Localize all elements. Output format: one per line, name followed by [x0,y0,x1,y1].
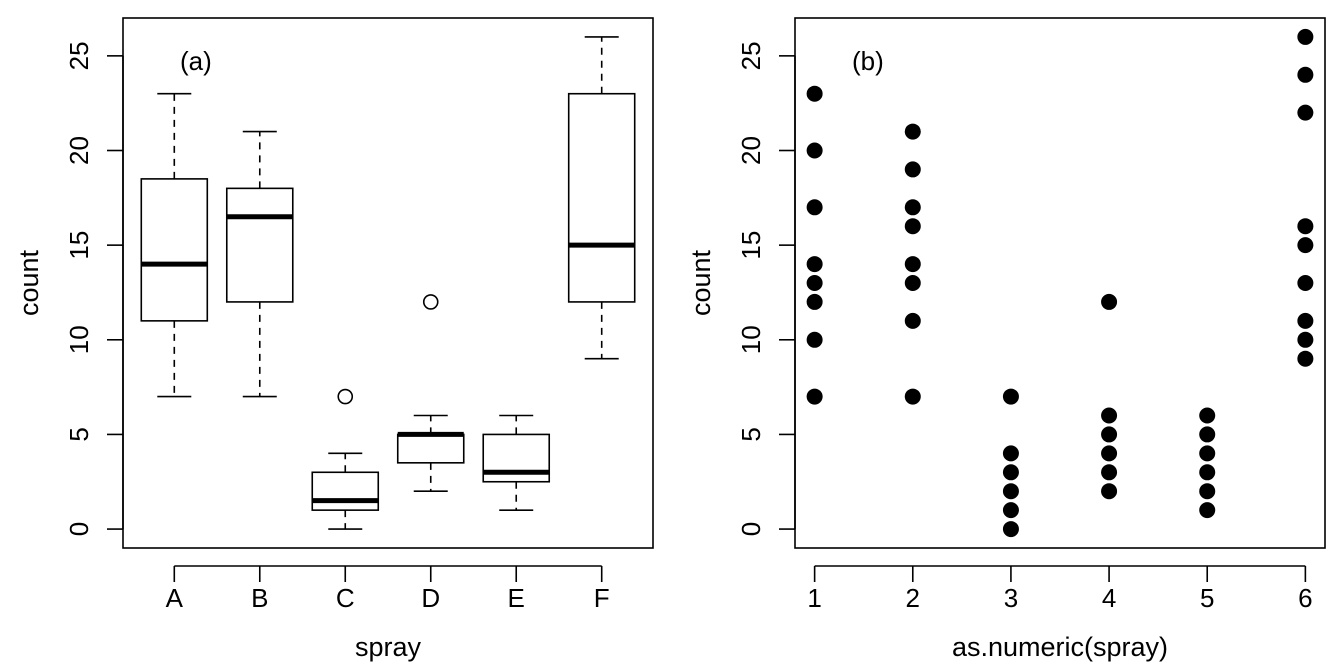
panel-b-y-axis-label: count [686,249,716,316]
scatter-point [1199,483,1216,500]
scatter-point [806,331,823,348]
panel-b-y-tick-label: 10 [736,325,766,354]
scatter-point [1101,293,1118,310]
scatter-point [1199,426,1216,443]
box-body [567,92,636,303]
scatter-point [1101,407,1118,424]
scatter-point [1199,445,1216,462]
scatter-point [904,256,921,273]
box-body [140,178,209,322]
box-E [482,414,551,511]
panel-a-y-tick-label: 20 [64,136,94,165]
scatter-point [1002,483,1019,500]
panel-a-label: (a) [180,46,212,76]
scatter-point [1002,464,1019,481]
panel-b-x-axis-label: as.numeric(spray) [952,632,1168,662]
scatter-point [1297,275,1314,291]
scatter-point [1199,502,1216,519]
scatter-point [1002,502,1019,519]
panel-a-y-tick-label: 25 [64,41,94,70]
scatter-point [1002,521,1019,538]
box-outlier [337,388,354,405]
panel-b-x-tick-label: 5 [1200,583,1214,613]
panel-b-x-tick-label: 6 [1298,583,1312,613]
scatter-point [806,388,823,405]
scatter-point [904,123,921,140]
panel-a-x-tick-label: B [251,583,268,613]
panel-a-y-tick-label: 10 [64,325,94,354]
box-body [225,187,294,303]
panel-b-y-tick-label: 15 [736,231,766,260]
box-D [396,294,465,493]
scatter-point [904,275,921,291]
box-A [140,92,209,398]
scatter-point [1297,104,1314,121]
box-B [225,130,294,398]
panel-b-y-tick-label: 0 [736,522,766,536]
scatter-point [904,199,921,216]
panel-a-x-axis-label: spray [355,632,422,662]
scatter-point [904,312,921,329]
scatter-point [806,293,823,310]
scatter-point [1002,388,1019,405]
scatter-point [1199,464,1216,481]
panel-b-label: (b) [852,46,884,76]
panel-b-x-axis: 1 2 3 4 5 6 [807,565,1313,613]
scatter-point [1101,483,1118,500]
panel-b-x-tick-label: 1 [807,583,821,613]
scatter-point [1297,331,1314,348]
panel-a-x-tick-label: A [166,583,184,613]
scatter-point [904,388,921,405]
panel-a-x-tick-label: E [508,583,525,613]
box-outlier [422,294,439,310]
panel-a-y-axis-label: count [14,249,44,316]
panel-b-x-tick-label: 2 [906,583,920,613]
panel-b-x-tick-label: 4 [1102,583,1116,613]
panel-a-y-tick-label: 15 [64,231,94,260]
scatter-point [1101,426,1118,443]
panel-b-plot-frame [794,17,1326,549]
box-C [311,388,380,530]
scatter-point [1297,218,1314,235]
panel-a-x-tick-label: C [336,583,355,613]
panel-b-y-axis: 0 5 10 15 20 25 [736,41,796,536]
scatter-point [1297,312,1314,329]
scatter-point [1297,66,1314,83]
panel-b-y-tick-label: 5 [736,427,766,441]
scatter-point [1297,350,1314,367]
panel-a-x-axis: A B C D E F [166,565,610,613]
panel-a-y-tick-label: 5 [64,427,94,441]
panel-b-y-tick-label: 25 [736,41,766,70]
panel-b-x-tick-label: 3 [1004,583,1018,613]
panel-a-y-axis: 0 5 10 15 20 25 [64,41,124,536]
panel-b-points [806,28,1314,538]
box-body [396,433,465,464]
scatter-point [806,142,823,159]
box-F [567,36,636,360]
panel-b-y-tick-label: 20 [736,136,766,165]
panel-a: (a) spray count 0 5 10 15 20 25 A B C D E F [14,17,654,662]
scatter-point [806,199,823,216]
scatter-point [904,161,921,178]
scatter-point [1297,28,1314,45]
scatter-point [806,256,823,273]
scatter-point [1101,464,1118,481]
panel-a-x-tick-label: F [594,583,610,613]
box-body [311,471,380,511]
scatter-point [806,85,823,102]
scatter-point [1002,445,1019,462]
panel-a-x-tick-label: D [421,583,440,613]
scatter-point [1199,407,1216,424]
scatter-point [904,218,921,235]
panel-a-boxes [140,36,636,530]
scatter-point [1101,445,1118,462]
scatter-point [806,275,823,291]
scatter-point [1297,237,1314,254]
panel-a-y-tick-label: 0 [64,522,94,536]
